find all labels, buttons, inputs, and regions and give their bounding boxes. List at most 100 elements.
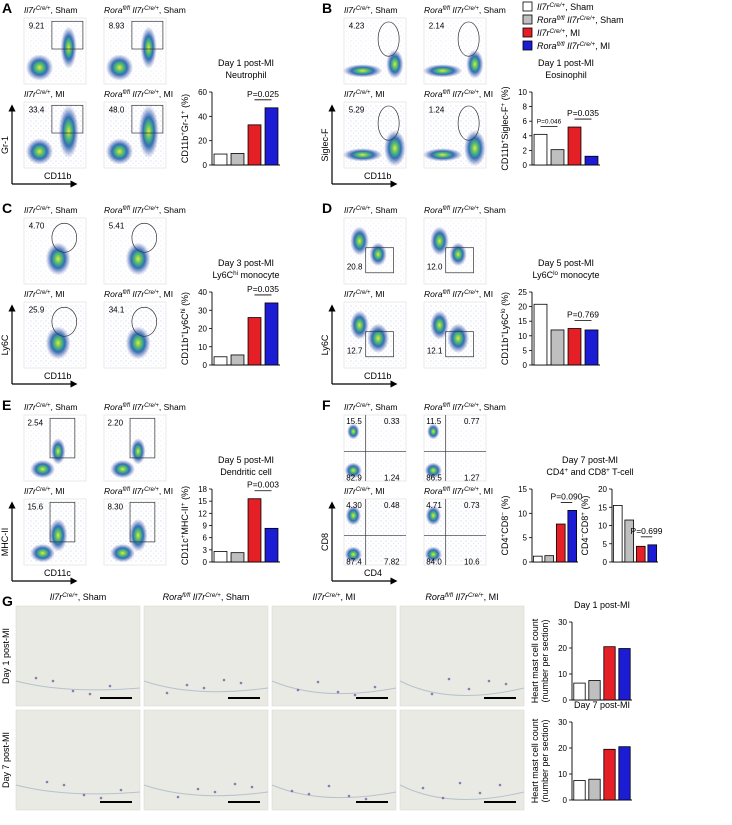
stained-cell [82,793,86,797]
panel-letter: E [2,397,11,413]
text-part: fl/fl [442,6,450,12]
text-part: Cre/+ [550,28,566,35]
bar [264,302,279,366]
text-part: Il7r [565,15,581,25]
text-part: (%) [180,292,190,309]
gate-value: 12.0 [427,262,443,271]
panel-letter: A [2,0,12,16]
text-part: lo [500,308,507,313]
gate [129,417,156,459]
gate-value: 33.4 [29,106,45,115]
text-part: Il7r [344,205,357,215]
y-tick-label: 60 [198,88,207,97]
stained-cell [222,678,226,682]
y-tick-label: 10 [558,670,567,679]
density-blob [430,226,449,256]
gate-value: 86.5 [426,473,442,482]
plot-label: Rorafl/fl Il7rCre/+, MI [104,289,173,299]
plot-label: Il7rCre/+, MI [344,289,385,299]
gate [365,247,394,274]
bar [533,303,548,366]
text-part: Cre/+ [144,6,159,12]
y-tick-label: 10 [558,770,567,779]
stained-cell [213,790,217,794]
gate-value: 12.1 [427,346,443,355]
text-part: Rora [424,402,443,412]
density-blob [447,323,469,354]
text-part: Cre/+ [62,592,78,599]
text-part: Cre/+ [144,487,159,493]
density-blob [345,505,362,526]
text-part: Rora [104,402,123,412]
text-part: Il7r [450,89,465,99]
text-part: fl/fl [122,206,130,212]
text-part: Il7r [344,5,357,15]
bar [213,153,228,166]
text-part: , Sham [479,5,506,15]
bar [550,149,565,166]
text-part: CD4 [580,537,590,555]
text-part: , Sham [565,2,594,12]
plot-label: Il7rCre/+, MI [24,486,65,496]
tissue-edge [271,680,397,695]
histology-image [143,709,269,811]
text-part: + [180,534,187,538]
y-tick-label: 5 [523,534,528,543]
p-value: P=0.769 [567,310,599,320]
text-part: CD8 [580,516,590,534]
panel-letter: D [322,200,332,216]
text-part: Cre/+ [36,290,51,296]
panel-letter: C [2,200,12,216]
bar [573,682,586,701]
text-part: , Sham [159,402,186,412]
stained-cell [504,682,508,686]
text-part: Cre/+ [464,403,479,409]
text-part: Rora [424,205,443,215]
text-part: Il7r [344,89,357,99]
chart-title: Dendritic cell [220,467,272,477]
y-tick-label: 15 [518,485,527,494]
text-part: , MI [341,592,356,602]
text-part: Cre/+ [464,487,479,493]
y-tick-label: 10 [598,522,607,531]
density-blob [344,546,362,563]
text-part: Eosinophil [545,70,587,80]
stained-cell [34,676,38,680]
text-part: (number per section) [540,719,550,802]
y-tick-label: 8 [523,103,528,112]
bar [573,780,586,801]
plot-label: Il7rCre/+, Sham [344,205,397,215]
text-part: , MI [479,486,493,496]
text-part: CD4 [546,467,564,477]
bar [264,527,279,563]
text-part: Rora [104,486,123,496]
bar [635,545,646,563]
stained-cell [373,685,377,689]
text-part: Dendritic cell [220,467,272,477]
bar [544,555,555,563]
text-part: Rora [163,592,183,602]
text-part: , Sham [371,205,398,215]
column-label: Il7rCre/+, Sham [50,592,107,603]
y-tick-label: 25 [518,288,527,297]
gate-value: 48.0 [109,106,125,115]
text-part: (%) [180,94,190,111]
bar [247,124,262,166]
gate [457,21,480,57]
text-part: Il7r [24,89,37,99]
density-blob [130,438,146,465]
y-tick-label: 0 [523,361,528,370]
density-blob [424,546,442,563]
text-part: + [564,467,568,474]
text-part: , Sham [479,402,506,412]
density-blob [25,54,54,81]
text-part: (%) [500,496,510,513]
bar [584,329,599,366]
chart-title: Day 7 post-MI [574,700,630,710]
text-part: Il7r [24,205,37,215]
text-part: Cre/+ [356,403,371,409]
y-tick-label: 0 [563,796,568,805]
y-axis-label: CD11b+Ly6Clo (%) [500,292,511,365]
text-part: fl/fl [557,41,566,48]
text-part: (%) [180,486,190,503]
